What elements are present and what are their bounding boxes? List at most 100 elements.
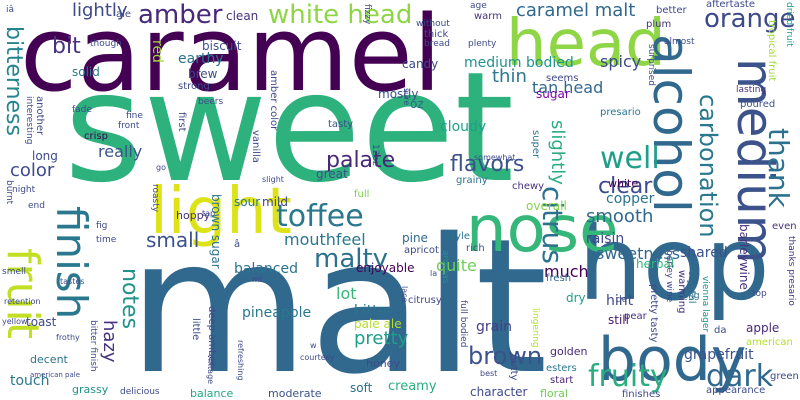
word-touch: touch: [10, 373, 50, 389]
word-malt: malt: [128, 198, 548, 400]
word-aftertaste: aftertaste: [706, 0, 755, 10]
word-balanced: balanced: [234, 261, 299, 277]
word-aromas: aromas: [440, 250, 450, 284]
word-plenty: plenty: [468, 39, 497, 49]
word-refreshing: refreshing: [236, 340, 245, 381]
word-hop: hop: [578, 205, 770, 324]
word-appearance: appearance: [706, 385, 766, 396]
word-ale: ale: [116, 9, 132, 20]
word-bitter-finish: bitter finish: [88, 320, 98, 372]
word-much: much: [544, 262, 589, 281]
word-lightly: lightly: [72, 0, 128, 21]
word-ml: ml: [252, 275, 263, 284]
word-grassy: grassy: [72, 383, 109, 396]
word-fade: fade: [72, 105, 92, 115]
word-lot: lot: [336, 284, 357, 303]
word-nutty: nutty: [508, 354, 519, 381]
word-enjoyable: enjoyable: [356, 261, 415, 275]
word-finishes: finishes: [622, 389, 661, 400]
word-beers: beers: [198, 97, 224, 107]
word-plum: plum: [646, 19, 672, 30]
word-barleywine: barleywine: [737, 224, 751, 290]
word-without: without: [416, 19, 450, 29]
word-apple: apple: [746, 321, 780, 335]
word-end: end: [28, 201, 45, 211]
word-age: age: [470, 1, 487, 11]
word-earthy: earthy: [178, 51, 224, 67]
word-citrusy: citrusy: [408, 295, 442, 306]
word-character: character: [470, 385, 528, 399]
word-american-pale: american pale: [30, 371, 81, 379]
word-even: even: [772, 221, 797, 232]
word-carbonation: carbonation: [694, 94, 722, 238]
word-barley-wine: barley wine: [664, 250, 674, 303]
word-slightly: slightly: [547, 120, 568, 185]
word-light: light: [150, 175, 292, 249]
word-creamy: creamy: [388, 379, 437, 394]
word-caramel: caramel: [20, 0, 442, 115]
word-fruity: fruity: [588, 359, 668, 394]
word-pear: pear: [624, 311, 647, 322]
word-bitterness: bitterness: [1, 26, 26, 136]
word-lace: lace: [400, 286, 409, 303]
word-ring: ring: [682, 291, 700, 301]
word-finish: finish: [47, 206, 96, 320]
word-american: american: [746, 337, 793, 348]
word-sugar: sugar: [536, 87, 570, 101]
word-dried-fruit: dried fruit: [784, 2, 794, 47]
word-notes: notes: [117, 268, 142, 330]
word-tropical-fruit: tropical fruit: [766, 20, 777, 82]
word-medium: medium: [726, 58, 784, 264]
word-small: small: [146, 228, 200, 252]
word-shared: shared: [680, 245, 728, 261]
word-delicious: delicious: [120, 387, 160, 397]
word-clear: clear: [598, 174, 653, 199]
word-mouthfeel: mouthfeel: [284, 230, 366, 249]
word-citrus: citrus: [536, 186, 569, 264]
word-super: super: [530, 130, 541, 159]
word-full: full: [354, 189, 370, 200]
word-palate: palate: [326, 148, 396, 173]
word-apricot: apricot: [404, 245, 439, 256]
word-quite: quite: [436, 256, 477, 275]
word-top: top: [752, 289, 767, 299]
word-well: well: [600, 141, 660, 176]
word-pineapple: pineapple: [242, 305, 312, 321]
word-retention: retention: [4, 297, 41, 306]
word-pretty: pretty: [354, 328, 409, 349]
word-de: de: [616, 295, 628, 305]
word-color: color: [10, 160, 55, 181]
word-brown: brown: [468, 342, 543, 370]
word-brown-sugar: brown sugar: [209, 194, 223, 269]
word-crisp: crisp: [84, 131, 108, 142]
word-start: start: [550, 375, 574, 386]
word-tan-head: tan head: [532, 78, 604, 97]
word-honey: honey: [366, 357, 400, 370]
word-overall: overall: [526, 199, 567, 213]
word-warming: warming: [676, 270, 687, 314]
word-amber-color: amber color: [268, 70, 279, 131]
word-tastes: tastes: [60, 277, 85, 286]
word-sweetness: sweetness: [596, 244, 681, 263]
word-roasty: roasty: [150, 184, 160, 213]
word-burnt: burnt: [4, 180, 14, 205]
word-sweet: sweet: [64, 39, 515, 216]
word-toffee: toffee: [276, 199, 364, 234]
word-better: better: [656, 5, 687, 16]
word-another: another: [34, 96, 45, 136]
word-deep-amber: deep amber: [206, 306, 217, 367]
word-style: style: [446, 231, 470, 242]
word-night: night: [12, 185, 36, 195]
word-interesting: interesting: [24, 96, 34, 145]
word-da: da: [714, 325, 727, 336]
word-somewhat: somewhat: [474, 153, 516, 162]
word-bit: bit: [52, 34, 81, 59]
word-grapefruit: grapefruit: [684, 347, 754, 363]
word-a-circumflex: â: [234, 239, 241, 250]
word-thin: thin: [492, 66, 527, 87]
word-front: front: [118, 121, 140, 131]
word-full-bodied: full bodied: [458, 300, 468, 348]
word-golden: golden: [550, 345, 588, 358]
word-fresh: fresh: [546, 273, 572, 284]
